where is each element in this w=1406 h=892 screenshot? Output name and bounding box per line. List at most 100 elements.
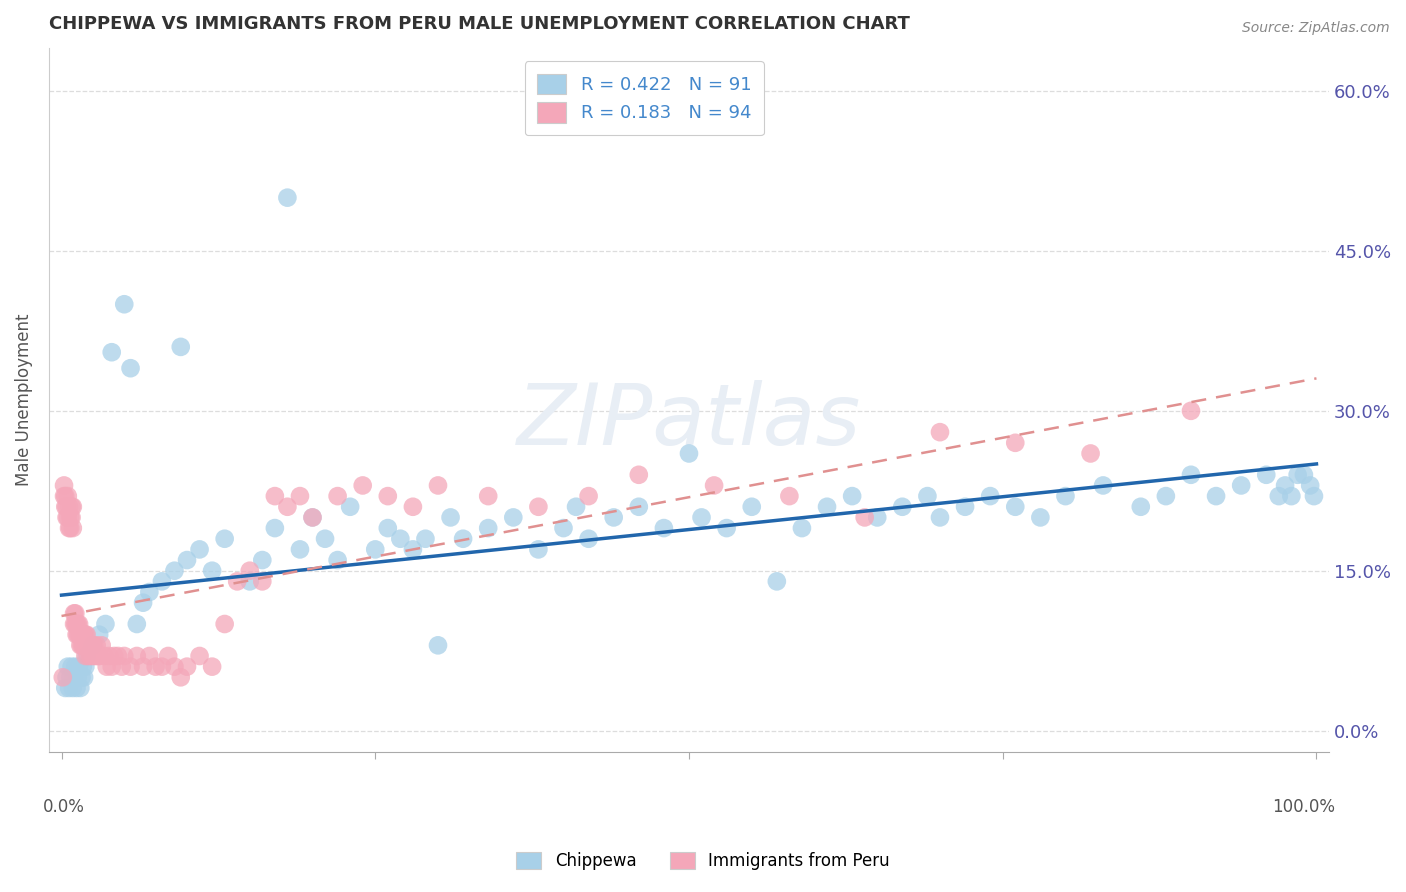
Point <box>766 574 789 589</box>
Point <box>201 659 224 673</box>
Point <box>73 628 96 642</box>
Point <box>138 648 160 663</box>
Point <box>176 553 198 567</box>
Point <box>56 659 79 673</box>
Point <box>690 510 713 524</box>
Point <box>602 510 624 524</box>
Legend: R = 0.422   N = 91, R = 0.183   N = 94: R = 0.422 N = 91, R = 0.183 N = 94 <box>524 61 763 136</box>
Point <box>112 648 135 663</box>
Point <box>84 648 107 663</box>
Point <box>170 670 193 684</box>
Point <box>276 500 298 514</box>
Text: 0.0%: 0.0% <box>42 797 84 815</box>
Point <box>201 564 224 578</box>
Point <box>402 500 425 514</box>
Point <box>89 628 111 642</box>
Point <box>132 659 155 673</box>
Point <box>70 628 93 642</box>
Point <box>866 510 889 524</box>
Point <box>578 532 600 546</box>
Point <box>301 510 323 524</box>
Point <box>93 648 115 663</box>
Point <box>62 500 84 514</box>
Point <box>53 489 76 503</box>
Point <box>652 521 675 535</box>
Point <box>427 478 450 492</box>
Point <box>929 425 952 439</box>
Point <box>1299 478 1322 492</box>
Point <box>1274 478 1296 492</box>
Point <box>188 648 211 663</box>
Point <box>627 500 650 514</box>
Point <box>427 638 450 652</box>
Point <box>70 638 93 652</box>
Point <box>55 510 77 524</box>
Point <box>60 500 83 514</box>
Point <box>65 617 87 632</box>
Point <box>59 670 82 684</box>
Point <box>67 628 90 642</box>
Point <box>69 681 91 695</box>
Point <box>120 361 142 376</box>
Point <box>83 638 105 652</box>
Point <box>439 510 461 524</box>
Point <box>553 521 575 535</box>
Point <box>72 628 94 642</box>
Point <box>170 340 193 354</box>
Point <box>96 659 118 673</box>
Point <box>1286 467 1309 482</box>
Point <box>176 659 198 673</box>
Point <box>239 564 262 578</box>
Point <box>98 648 121 663</box>
Point <box>65 628 87 642</box>
Point <box>891 500 914 514</box>
Point <box>67 659 90 673</box>
Point <box>778 489 800 503</box>
Point <box>276 191 298 205</box>
Point <box>65 607 87 621</box>
Point <box>314 532 336 546</box>
Point <box>100 345 122 359</box>
Point <box>77 638 100 652</box>
Point <box>56 489 79 503</box>
Text: CHIPPEWA VS IMMIGRANTS FROM PERU MALE UNEMPLOYMENT CORRELATION CHART: CHIPPEWA VS IMMIGRANTS FROM PERU MALE UN… <box>49 15 910 33</box>
Point <box>86 638 108 652</box>
Point <box>66 617 89 632</box>
Point <box>1154 489 1177 503</box>
Point <box>527 500 550 514</box>
Point <box>703 478 725 492</box>
Point <box>157 648 180 663</box>
Point <box>150 659 173 673</box>
Point <box>80 638 103 652</box>
Point <box>112 297 135 311</box>
Point <box>1279 489 1302 503</box>
Point <box>145 659 167 673</box>
Point <box>65 659 87 673</box>
Point <box>917 489 939 503</box>
Point <box>252 574 274 589</box>
Point <box>502 510 524 524</box>
Point <box>301 510 323 524</box>
Point <box>120 659 142 673</box>
Point <box>214 532 236 546</box>
Point <box>72 659 94 673</box>
Point <box>163 564 186 578</box>
Point <box>66 670 89 684</box>
Point <box>63 670 86 684</box>
Point <box>288 489 311 503</box>
Text: Source: ZipAtlas.com: Source: ZipAtlas.com <box>1241 21 1389 35</box>
Point <box>389 532 412 546</box>
Point <box>150 574 173 589</box>
Point <box>58 521 80 535</box>
Point <box>364 542 387 557</box>
Point <box>107 648 129 663</box>
Point <box>853 510 876 524</box>
Point <box>326 489 349 503</box>
Point <box>58 500 80 514</box>
Point <box>65 617 87 632</box>
Point <box>790 521 813 535</box>
Point <box>1092 478 1115 492</box>
Point <box>214 617 236 632</box>
Point <box>527 542 550 557</box>
Point <box>73 670 96 684</box>
